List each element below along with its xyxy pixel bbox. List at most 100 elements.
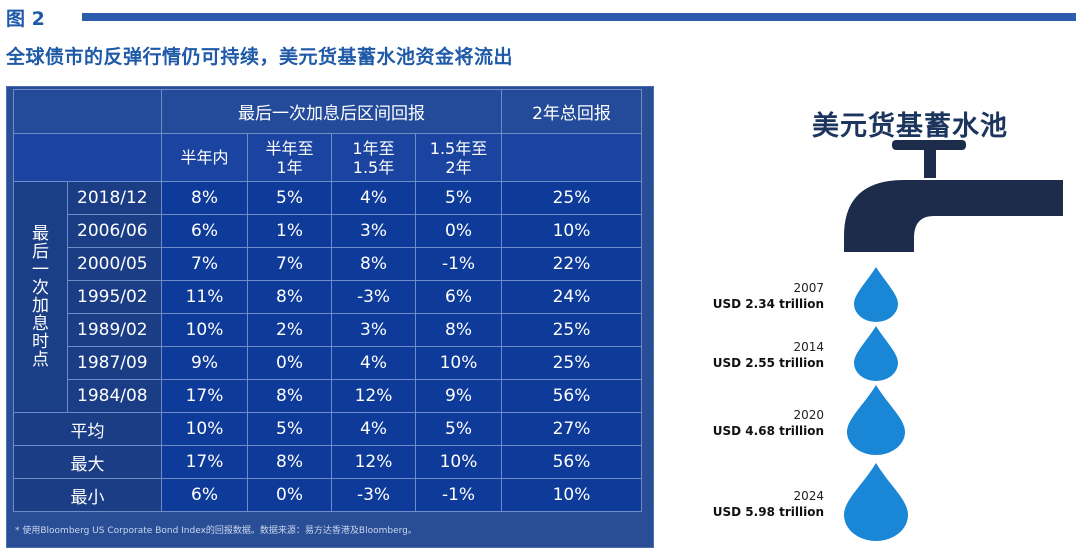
water-drop-icon	[854, 267, 898, 322]
row-date: 2018/12	[67, 181, 162, 215]
table-row: 2000/05 7% 7% 8% -1% 22%	[14, 247, 642, 281]
water-drop-icon	[844, 463, 908, 541]
cell-total: 22%	[501, 247, 642, 281]
table-row: 最后一次加息时点 2018/12 8% 5% 4% 5% 25%	[13, 181, 642, 413]
subheader-h3: 1年至 1.5年	[331, 133, 416, 182]
subheader-blank-cell	[13, 133, 162, 182]
cell-h4: 8%	[415, 313, 502, 347]
cell-h1: 11%	[161, 280, 248, 314]
drop-year: 2020	[793, 408, 824, 422]
cell-h4: -1%	[415, 247, 502, 281]
row-group-label: 最后一次加息时点	[13, 181, 68, 413]
cell-h3: 4%	[331, 346, 416, 380]
table-row: 1984/08 17% 8% 12% 9% 56%	[14, 379, 642, 413]
cell-h3: 3%	[331, 214, 416, 248]
cell-h3: 8%	[331, 247, 416, 281]
row-date: 2000/05	[67, 247, 162, 281]
cell-h2: 0%	[247, 478, 332, 512]
row-date: 1989/02	[67, 313, 162, 347]
cell-h3: 3%	[331, 313, 416, 347]
drop-amount: USD 5.98 trillion	[712, 505, 824, 519]
row-date: 1995/02	[67, 280, 162, 314]
figure-title: 全球债市的反弹行情仍可持续，美元货基蓄水池资金将流出	[6, 46, 514, 68]
faucet-handle-bar	[892, 140, 966, 150]
cell-h1: 17%	[161, 445, 248, 479]
cell-h4: 10%	[415, 445, 502, 479]
faucet-icon	[844, 140, 1063, 252]
header-group-label: 最后一次加息后区间回报	[161, 89, 502, 134]
figure-label: 图 2	[6, 8, 45, 30]
cell-total: 25%	[501, 313, 642, 347]
water-drop-icon	[847, 385, 905, 455]
cell-h2: 7%	[247, 247, 332, 281]
cell-h1: 8%	[161, 181, 248, 215]
subheader-h2: 半年至 1年	[247, 133, 332, 182]
cell-total: 24%	[501, 280, 642, 314]
pool-title: 美元货基蓄水池	[812, 111, 1008, 142]
stat-label: 最大	[13, 445, 162, 479]
cell-h1: 10%	[161, 412, 248, 446]
table-corner-cell	[13, 89, 162, 134]
cell-h1: 9%	[161, 346, 248, 380]
cell-total: 25%	[501, 346, 642, 380]
cell-total: 56%	[501, 445, 642, 479]
cell-h2: 0%	[247, 346, 332, 380]
row-date: 2006/06	[67, 214, 162, 248]
cell-total: 25%	[501, 181, 642, 215]
cell-h3: -3%	[331, 478, 416, 512]
stat-label: 最小	[13, 478, 162, 512]
cell-h1: 6%	[161, 214, 248, 248]
drop-amount: USD 2.55 trillion	[712, 356, 824, 370]
row-date: 1987/09	[67, 346, 162, 380]
table-row: 1989/02 10% 2% 3% 8% 25%	[14, 313, 642, 347]
cell-h3: 12%	[331, 379, 416, 413]
subheader-h1: 半年内	[161, 133, 248, 182]
cell-h4: -1%	[415, 478, 502, 512]
cell-total: 56%	[501, 379, 642, 413]
cell-h4: 0%	[415, 214, 502, 248]
cell-h2: 2%	[247, 313, 332, 347]
cell-h3: -3%	[331, 280, 416, 314]
cell-h2: 8%	[247, 280, 332, 314]
cell-h3: 4%	[331, 412, 416, 446]
table-footnote: * 使用Bloomberg US Corporate Bond Index的回报…	[15, 526, 417, 536]
stat-label: 平均	[13, 412, 162, 446]
cell-total: 10%	[501, 214, 642, 248]
subheader-total-blank	[501, 133, 642, 182]
cell-h2: 5%	[247, 412, 332, 446]
drop-year: 2024	[793, 489, 824, 503]
cell-total: 27%	[501, 412, 642, 446]
drop-year: 2007	[793, 281, 824, 295]
cell-h4: 10%	[415, 346, 502, 380]
cell-h4: 6%	[415, 280, 502, 314]
drop-amount: USD 4.68 trillion	[712, 424, 824, 438]
cell-h4: 5%	[415, 412, 502, 446]
faucet-body	[844, 180, 1063, 252]
cell-h2: 8%	[247, 379, 332, 413]
cell-h2: 1%	[247, 214, 332, 248]
cell-h1: 6%	[161, 478, 248, 512]
cell-h4: 5%	[415, 181, 502, 215]
drop-amount: USD 2.34 trillion	[712, 297, 824, 311]
cell-h1: 7%	[161, 247, 248, 281]
stats-row: 平均 10% 5% 4% 5% 27%	[13, 412, 642, 446]
cell-h2: 5%	[247, 181, 332, 215]
row-date: 1984/08	[67, 379, 162, 413]
table-row: 2006/06 6% 1% 3% 0% 10%	[14, 214, 642, 248]
cell-h4: 9%	[415, 379, 502, 413]
header-total-label: 2年总回报	[501, 89, 642, 134]
cell-h3: 12%	[331, 445, 416, 479]
stats-row: 最小 6% 0% -3% -1% 10%	[13, 478, 642, 512]
returns-table-panel: 最后一次加息后区间回报 2年总回报 半年内 半年至 1年 1年至 1.5年 1.…	[6, 86, 654, 548]
cell-h3: 4%	[331, 181, 416, 215]
figure-header-rule	[82, 13, 1076, 21]
stats-row: 最大 17% 8% 12% 10% 56%	[13, 445, 642, 479]
water-drop-icon	[854, 326, 898, 381]
drop-year: 2014	[793, 340, 824, 354]
cell-h2: 8%	[247, 445, 332, 479]
subheader-h4: 1.5年至 2年	[415, 133, 502, 182]
cell-h1: 10%	[161, 313, 248, 347]
table-row: 1995/02 11% 8% -3% 6% 24%	[14, 280, 642, 314]
table-row: 1987/09 9% 0% 4% 10% 25%	[14, 346, 642, 380]
cell-total: 10%	[501, 478, 642, 512]
